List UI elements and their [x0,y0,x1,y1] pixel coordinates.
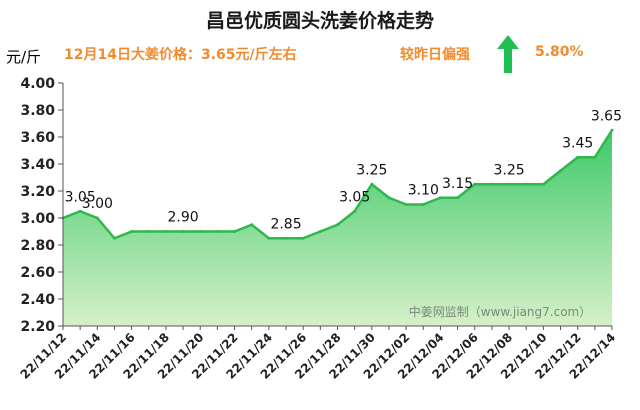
data-label: 2.90 [168,210,199,226]
data-point [164,230,168,233]
data-point [541,182,545,186]
data-point [370,182,374,186]
data-point [610,128,614,132]
data-point [353,209,357,213]
data-point [301,236,305,240]
data-point [267,236,271,240]
data-point [559,169,563,173]
y-tick-label: 2.40 [20,292,55,308]
data-label: 2.85 [270,216,301,232]
price-area [63,130,612,326]
data-label: 3.65 [591,108,622,124]
data-label: 3.05 [339,189,370,205]
y-tick-label: 3.80 [20,103,55,119]
data-label: 3.05 [65,189,96,205]
comparison-text: 较昨日偏强 [400,47,470,63]
data-point [95,216,99,220]
data-point [507,182,511,186]
data-label: 3.25 [356,162,387,178]
data-label: 3.15 [442,176,473,192]
data-point [284,236,288,240]
y-tick-label: 2.60 [20,265,55,281]
y-tick-label: 2.80 [20,238,55,254]
data-point [336,223,339,227]
data-point [215,230,219,233]
data-point [576,155,580,159]
data-point [250,223,254,227]
data-point [130,230,134,233]
watermark-text: 中姜网监制（www.jiang7.com） [409,304,591,319]
data-point [421,203,425,206]
up-arrow-icon [497,35,519,73]
y-tick-label: 2.20 [20,319,55,335]
y-tick-label: 3.00 [20,211,55,227]
data-point [112,236,116,240]
data-point [78,209,82,213]
data-point [490,182,494,186]
data-point [524,182,528,186]
data-point [438,196,442,200]
y-tick-label: 4.00 [20,76,55,92]
data-point [147,230,151,233]
change-percent: 5.80% [535,44,584,60]
data-point [473,182,477,186]
y-tick-label: 3.20 [20,184,55,200]
data-point [181,230,185,233]
data-point [404,203,408,206]
data-point [593,155,597,159]
data-label: 3.25 [493,162,524,178]
y-tick-label: 3.60 [20,130,55,146]
chart-title: 昌邑优质圆头洗姜价格走势 [205,10,434,32]
data-label: 3.45 [562,135,593,151]
data-label: 3.10 [408,183,439,199]
price-summary: 12月14日大姜价格：3.65元/斤左右 [64,47,297,63]
y-tick-label: 3.40 [20,157,55,173]
data-point [456,196,460,200]
data-point [387,196,391,200]
y-axis-unit: 元/斤 [6,48,42,66]
data-point [233,230,237,233]
data-label: 3.00 [82,196,113,212]
data-point [318,230,322,233]
data-point [198,230,202,233]
